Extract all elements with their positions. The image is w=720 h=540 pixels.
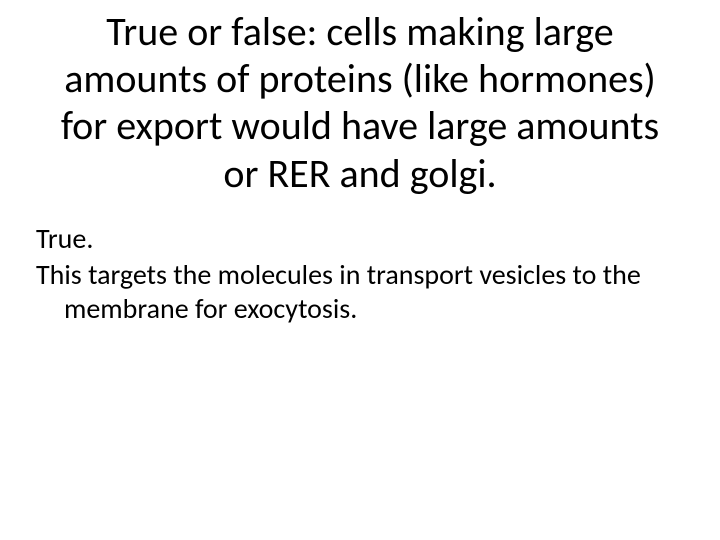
explanation-line: This targets the molecules in transport … <box>36 258 660 326</box>
answer-line: True. <box>36 222 660 256</box>
slide: True or false: cells making large amount… <box>0 0 720 540</box>
slide-body: True. This targets the molecules in tran… <box>36 222 660 328</box>
slide-title: True or false: cells making large amount… <box>40 8 680 197</box>
